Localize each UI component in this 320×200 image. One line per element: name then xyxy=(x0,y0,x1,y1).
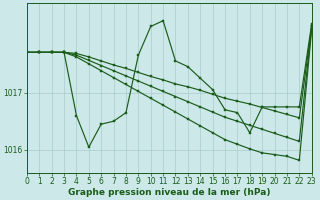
X-axis label: Graphe pression niveau de la mer (hPa): Graphe pression niveau de la mer (hPa) xyxy=(68,188,270,197)
